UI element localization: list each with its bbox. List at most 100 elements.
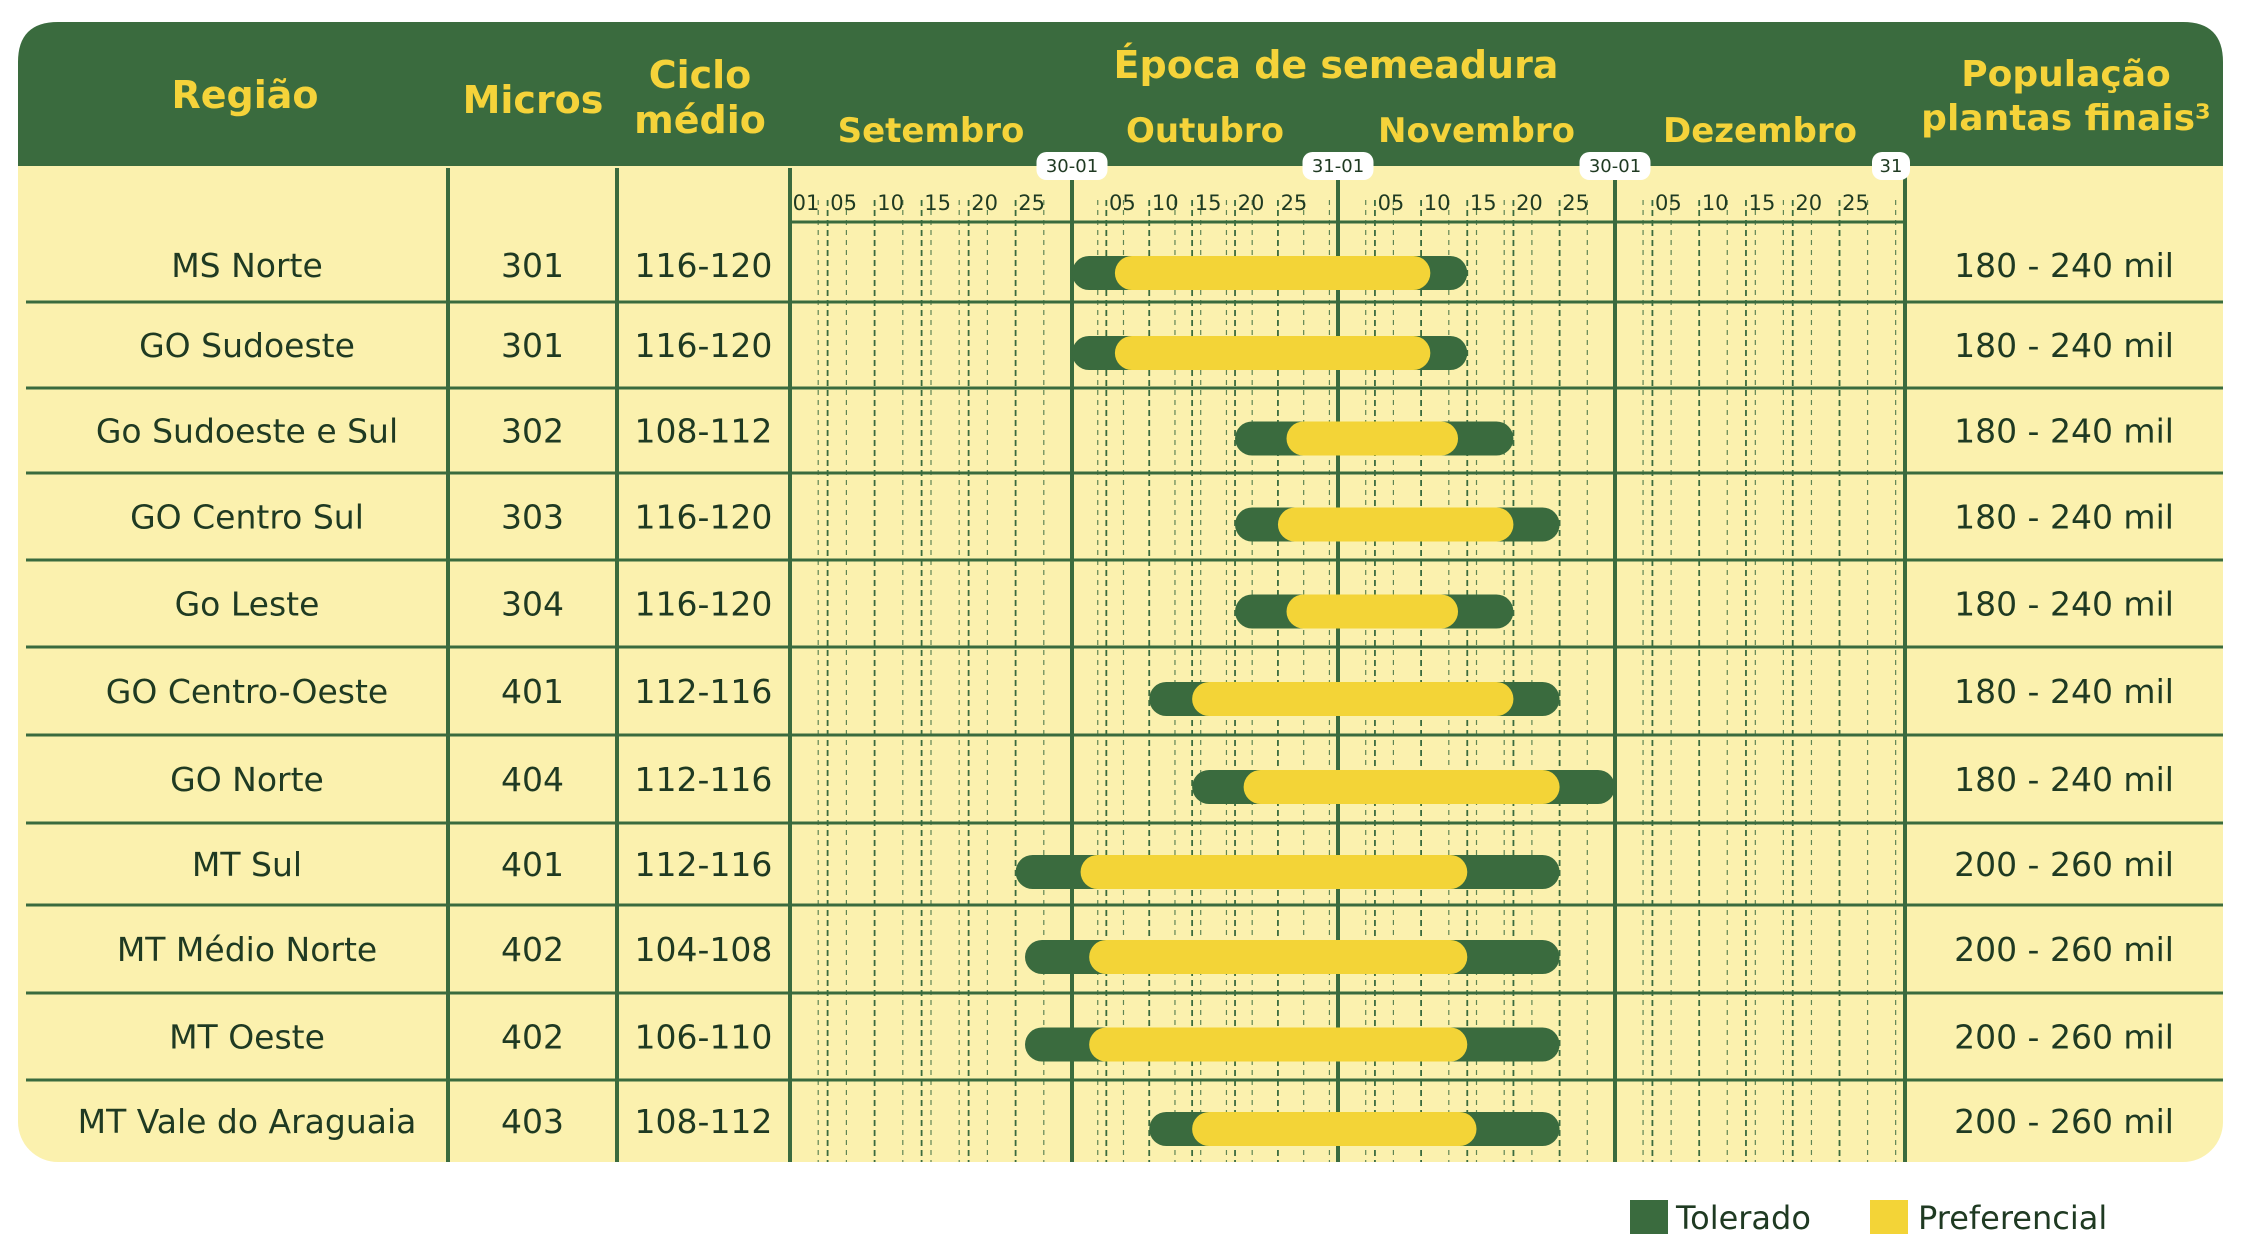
month-label-novembro: Novembro [1378, 111, 1575, 151]
sowing-bars [1015, 256, 1615, 1146]
tick-label: 05 [1655, 191, 1682, 215]
cell-regiao: MT Vale do Araguaia [78, 1102, 417, 1141]
tick-label: 20 [1238, 191, 1265, 215]
cell-micros: 304 [501, 585, 564, 624]
boundary-badge-label: 31 [1880, 156, 1903, 177]
cell-ciclo: 108-112 [635, 1102, 773, 1141]
tick-label: 05 [1378, 191, 1405, 215]
tick-label: 15 [1749, 191, 1776, 215]
header-epoca: Época de semeadura [1114, 43, 1559, 87]
cell-micros: 402 [501, 930, 564, 969]
tick-label: 20 [1516, 191, 1543, 215]
header-populacao-line1: População [1961, 54, 2171, 95]
bar-preferencial [1286, 594, 1459, 629]
cell-ciclo: 116-120 [635, 498, 773, 537]
cell-populacao: 200 - 260 mil [1954, 845, 2174, 884]
cell-micros: 301 [501, 326, 564, 365]
tick-label: 25 [1281, 191, 1308, 215]
header-micros: Micros [463, 78, 604, 122]
cell-micros: 401 [501, 672, 564, 711]
month-label-dezembro: Dezembro [1663, 111, 1857, 151]
bar-preferencial [1286, 421, 1459, 456]
legend-swatch-tolerado [1630, 1200, 1668, 1234]
boundary-badges: 30-01 31-01 30-01 31 [1036, 152, 1910, 180]
cell-regiao: Go Leste [175, 585, 320, 624]
cell-micros: 403 [501, 1102, 564, 1141]
cell-ciclo: 104-108 [635, 930, 773, 969]
header-band [18, 22, 2223, 166]
grid-lines [26, 168, 2223, 1162]
cell-populacao: 180 - 240 mil [1954, 760, 2174, 799]
cell-regiao: MT Médio Norte [117, 930, 377, 969]
cell-regiao: MT Sul [192, 845, 302, 884]
boundary-badge-label: 30-01 [1046, 156, 1098, 177]
cell-ciclo: 116-120 [635, 585, 773, 624]
day-tick-labels: 01 05 10 15 20 25 05 10 15 20 25 05 10 15 20 25 05 10 15 20… [793, 191, 1869, 215]
cell-ciclo: 116-120 [635, 326, 773, 365]
table-cells: MS Norte 301 116-120 180 - 240 mil GO Sudoes… [78, 246, 2174, 1141]
cell-regiao: MS Norte [171, 246, 323, 285]
tick-label: 10 [1424, 191, 1451, 215]
cell-populacao: 200 - 260 mil [1954, 1018, 2174, 1057]
tick-label: 10 [1702, 191, 1729, 215]
cell-populacao: 180 - 240 mil [1954, 326, 2174, 365]
bar-preferencial [1192, 682, 1514, 716]
cell-regiao: GO Norte [170, 760, 324, 799]
boundary-badge [1036, 152, 1108, 180]
month-label-setembro: Setembro [838, 111, 1025, 151]
bar-preferencial [1277, 507, 1514, 542]
cell-populacao: 180 - 240 mil [1954, 498, 2174, 537]
cell-regiao: GO Centro-Oeste [106, 672, 388, 711]
cell-ciclo: 112-116 [635, 672, 773, 711]
cell-populacao: 180 - 240 mil [1954, 585, 2174, 624]
legend-label-tolerado: Tolerado [1675, 1199, 1811, 1237]
cell-ciclo: 106-110 [635, 1018, 773, 1057]
tick-label: 20 [1795, 191, 1822, 215]
legend-label-preferencial: Preferencial [1918, 1199, 2107, 1237]
boundary-badge [1579, 152, 1651, 180]
header-ciclo-line1: Ciclo [649, 53, 752, 97]
cell-ciclo: 112-116 [635, 845, 773, 884]
tick-label: 15 [1195, 191, 1222, 215]
legend-swatch-preferencial [1870, 1200, 1908, 1234]
cell-micros: 404 [501, 760, 564, 799]
tick-label: 10 [1152, 191, 1179, 215]
bar-preferencial [1089, 940, 1468, 974]
cell-regiao: Go Sudoeste e Sul [96, 412, 398, 451]
cell-populacao: 200 - 260 mil [1954, 1102, 2174, 1141]
cell-ciclo: 108-112 [635, 412, 773, 451]
tick-label: 25 [1018, 191, 1045, 215]
boundary-badge [1872, 152, 1910, 180]
bar-preferencial [1114, 256, 1431, 290]
bar-preferencial [1192, 1112, 1477, 1146]
tick-label: 10 [877, 191, 904, 215]
tick-label: 25 [1842, 191, 1869, 215]
bar-preferencial [1243, 770, 1560, 804]
boundary-badge [1302, 152, 1374, 180]
header-regiao: Região [171, 73, 318, 117]
tick-label: 01 [793, 191, 820, 215]
month-labels: Setembro Outubro Novembro Dezembro [838, 111, 1857, 151]
cell-populacao: 200 - 260 mil [1954, 930, 2174, 969]
tick-label: 15 [924, 191, 951, 215]
cell-micros: 301 [501, 246, 564, 285]
header-populacao-line2: plantas finais³ [1921, 98, 2211, 139]
tick-label: 15 [1470, 191, 1497, 215]
cell-regiao: GO Centro Sul [130, 498, 364, 537]
cell-ciclo: 112-116 [635, 760, 773, 799]
cell-populacao: 180 - 240 mil [1954, 246, 2174, 285]
cell-micros: 303 [501, 498, 564, 537]
cell-micros: 402 [501, 1018, 564, 1057]
boundary-badge-label: 31-01 [1312, 156, 1364, 177]
tick-label: 25 [1562, 191, 1589, 215]
bar-preferencial [1114, 336, 1431, 370]
cell-regiao: MT Oeste [169, 1018, 325, 1057]
cell-populacao: 180 - 240 mil [1954, 412, 2174, 451]
tick-label: 20 [971, 191, 998, 215]
cell-regiao: GO Sudoeste [139, 326, 355, 365]
tick-label: 05 [1109, 191, 1136, 215]
header-ciclo-line2: médio [634, 98, 766, 142]
boundary-badge-label: 30-01 [1589, 156, 1641, 177]
bar-preferencial [1089, 1027, 1468, 1062]
panel-background [18, 22, 2223, 1162]
